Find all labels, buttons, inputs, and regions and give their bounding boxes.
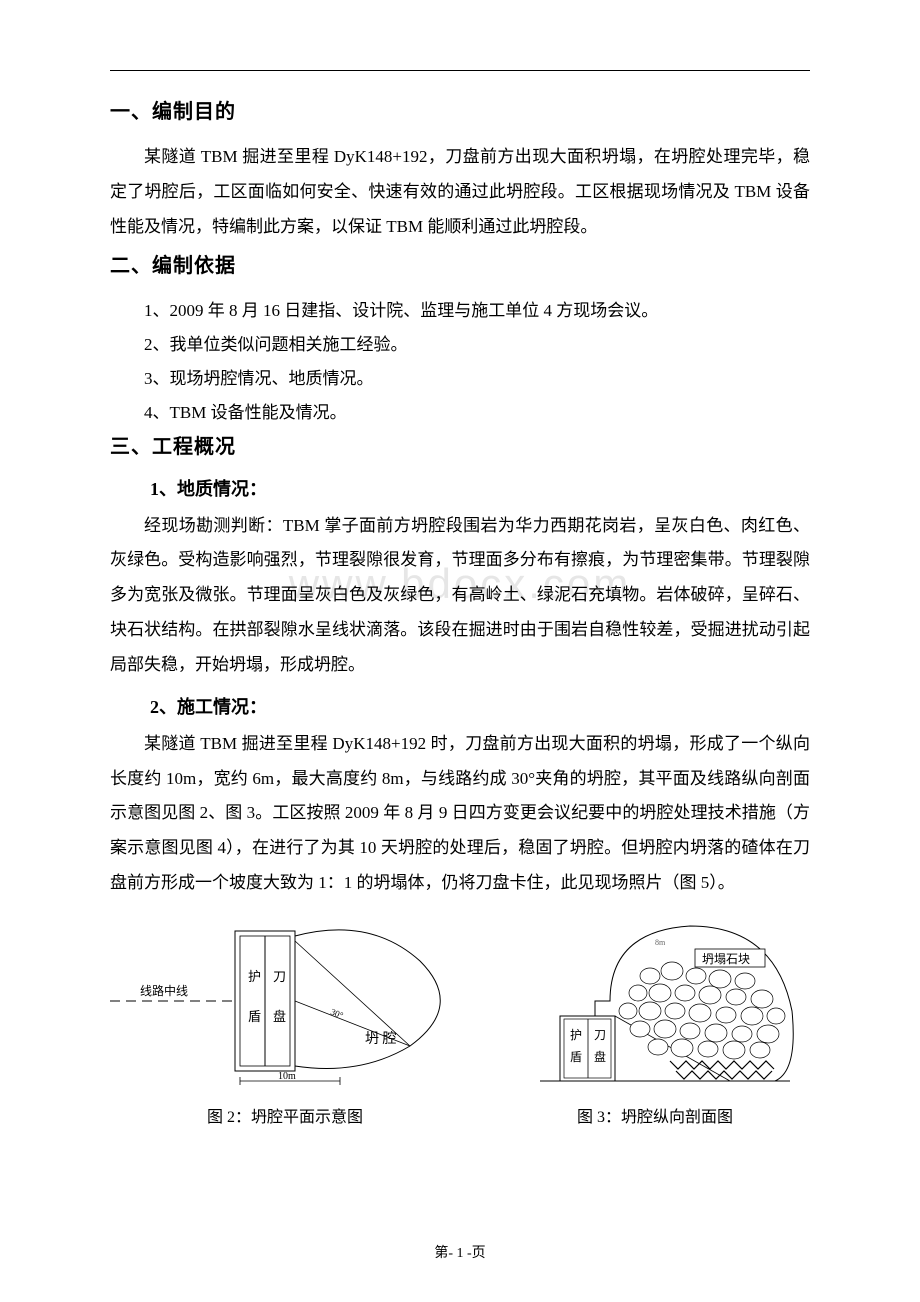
figure-2-caption: 图 2：坍腔平面示意图: [207, 1103, 363, 1127]
section-2-item-2: 2、我单位类似问题相关施工经验。: [144, 328, 810, 362]
fig2-cutter-label-2: 盘: [273, 1009, 286, 1024]
fig3-rock-pile: [619, 962, 785, 1059]
section-3-sub1-para: 经现场勘测判断：TBM 掌子面前方坍腔段围岩为华力西期花岗岩，呈灰白色、肉红色、…: [110, 509, 810, 683]
figure-3-svg: 护 盾 刀 盘 坍塌石块 8m: [500, 921, 810, 1091]
section-1-title: 一、编制目的: [110, 95, 810, 124]
fig2-cutter-label-1: 刀: [273, 969, 286, 984]
section-2-item-4: 4、TBM 设备性能及情况。: [144, 396, 810, 430]
fig3-shield-label-1: 护: [570, 1028, 582, 1042]
section-2-title: 二、编制依据: [110, 249, 810, 278]
fig3-rock-label: 坍塌石块: [702, 952, 750, 966]
fig2-cavity-label: 坍 腔: [365, 1031, 397, 1047]
figure-2: 线路中线 护 盾 刀 盘 坍 腔 30°: [110, 921, 460, 1127]
fig2-shield-label-2: 盾: [248, 1009, 261, 1024]
fig3-shield-label-2: 盾: [570, 1050, 582, 1064]
section-3-title: 三、工程概况: [110, 430, 810, 459]
fig3-cutter-label-1: 刀: [594, 1028, 606, 1042]
section-2-item-3: 3、现场坍腔情况、地质情况。: [144, 362, 810, 396]
figure-3: 护 盾 刀 盘 坍塌石块 8m: [500, 921, 810, 1127]
figure-3-caption: 图 3：坍腔纵向剖面图: [577, 1103, 733, 1127]
section-3-sub2-para: 某隧道 TBM 掘进至里程 DyK148+192 时，刀盘前方出现大面积的坍塌，…: [110, 727, 810, 901]
fig2-centerline-label: 线路中线: [140, 983, 188, 998]
fig2-shield-label-1: 护: [248, 969, 261, 984]
fig2-angle-label: 30°: [329, 1007, 345, 1021]
fig3-height-hint: 8m: [655, 938, 666, 947]
section-2-item-1: 1、2009 年 8 月 16 日建指、设计院、监理与施工单位 4 方现场会议。: [144, 294, 810, 328]
page-footer: 第- 1 -页: [0, 1242, 920, 1262]
section-1-para: 某隧道 TBM 掘进至里程 DyK148+192，刀盘前方出现大面积坍塌，在坍腔…: [110, 140, 810, 245]
page-content: 一、编制目的 某隧道 TBM 掘进至里程 DyK148+192，刀盘前方出现大面…: [0, 0, 920, 1177]
fig2-length-label: 10m: [278, 1071, 296, 1082]
figure-2-svg: 线路中线 护 盾 刀 盘 坍 腔 30°: [110, 921, 460, 1091]
section-3-sub1-title: 1、地质情况：: [150, 475, 810, 501]
section-3-sub2-title: 2、施工情况：: [150, 693, 810, 719]
figures-row: 线路中线 护 盾 刀 盘 坍 腔 30°: [110, 921, 810, 1127]
fig3-cutter-label-2: 盘: [594, 1049, 606, 1064]
top-rule: [110, 70, 810, 71]
